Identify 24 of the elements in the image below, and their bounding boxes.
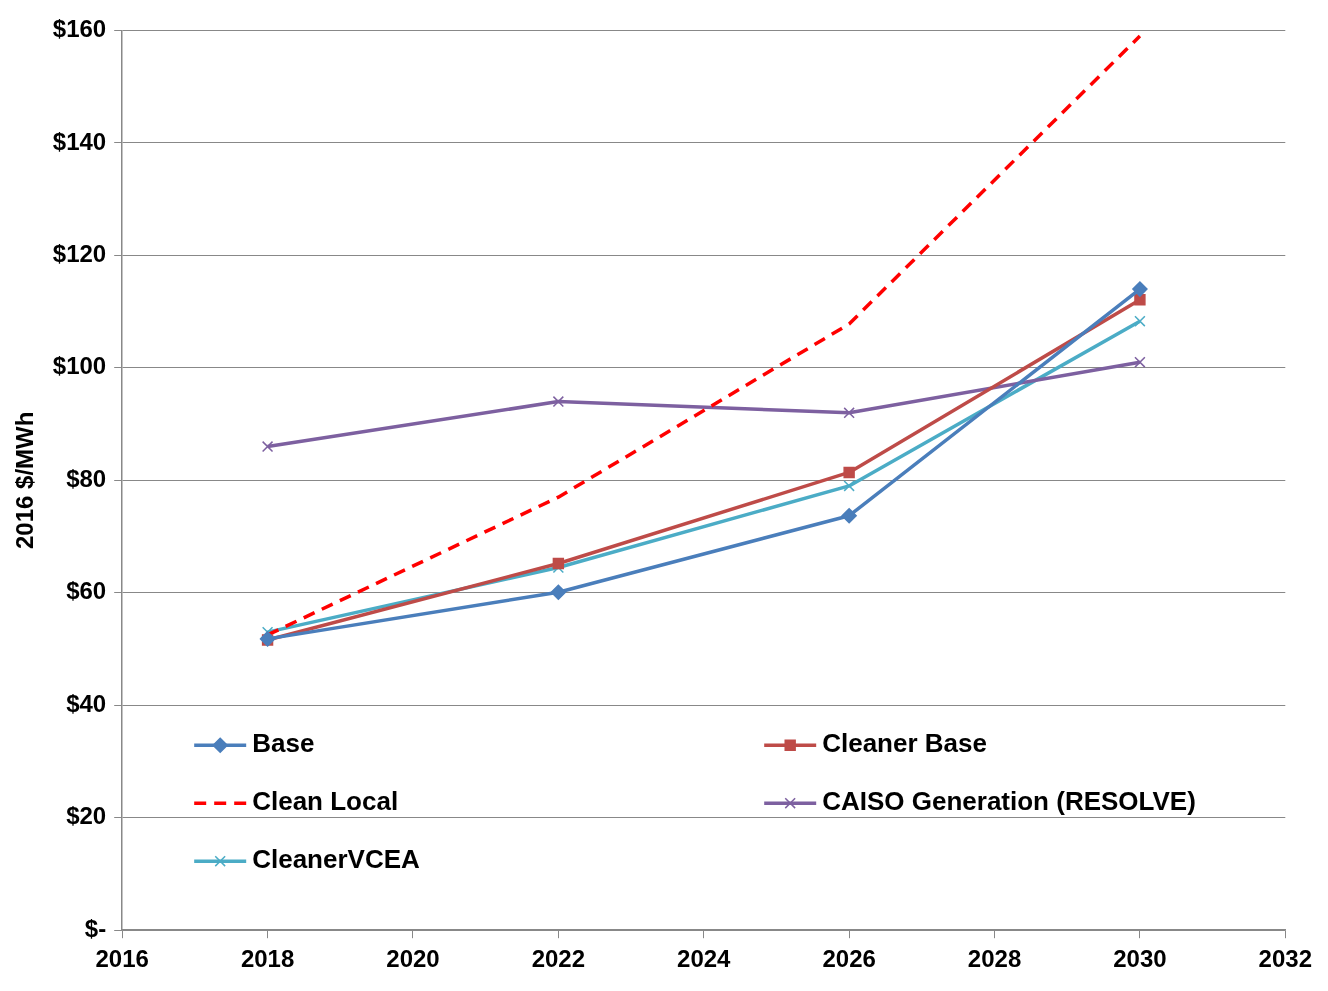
y-tick-label: $160 bbox=[52, 15, 107, 43]
y-tick-label: $- bbox=[84, 914, 107, 942]
y-tick-label: $80 bbox=[66, 464, 107, 492]
x-tick-label: 2026 bbox=[822, 945, 876, 973]
y-tick-label: $20 bbox=[66, 802, 107, 830]
y-tick-label: $60 bbox=[66, 577, 107, 605]
x-tick-label: 2020 bbox=[386, 945, 440, 973]
x-tick-label: 2024 bbox=[677, 945, 732, 973]
legend-label: Cleaner Base bbox=[822, 728, 987, 759]
y-tick-label: $100 bbox=[52, 352, 107, 380]
x-tick-label: 2018 bbox=[240, 945, 295, 973]
y-axis-title: 2016 $/MWh bbox=[11, 411, 39, 549]
x-tick-label: 2022 bbox=[531, 945, 586, 973]
x-tick-label: 2028 bbox=[967, 945, 1022, 973]
y-tick-label: $120 bbox=[52, 239, 107, 267]
x-tick-label: 2032 bbox=[1258, 945, 1312, 973]
legend-label: CleanerVCEA bbox=[252, 844, 421, 875]
y-tick-label: $40 bbox=[66, 689, 107, 717]
x-tick-label: 2030 bbox=[1113, 945, 1167, 973]
x-tick-label: 2016 bbox=[95, 945, 149, 973]
legend-label: Clean Local bbox=[252, 786, 399, 817]
y-tick-label: $140 bbox=[52, 127, 107, 155]
legend-label: Base bbox=[252, 728, 315, 759]
legend-label: CAISO Generation (RESOLVE) bbox=[822, 786, 1196, 817]
